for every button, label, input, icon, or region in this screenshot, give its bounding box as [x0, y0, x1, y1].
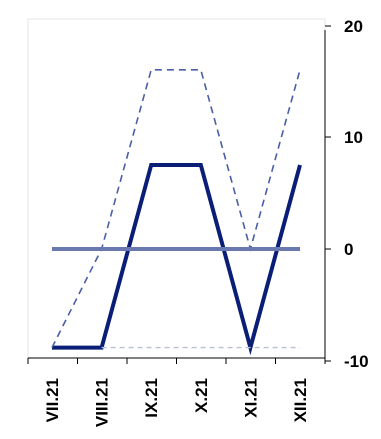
series-layer — [51, 69, 302, 356]
plot-area-border — [27, 18, 326, 359]
labels-layer: 20 10 0 -10 VII.21 VIII.21 IX.21 X.21 XI.21 XII.2… — [43, 17, 369, 427]
y-tick-label: 20 — [344, 17, 363, 36]
x-tick-label: X.21 — [192, 378, 211, 413]
x-tick-label: VIII.21 — [93, 378, 112, 427]
y-tick-label: 0 — [344, 240, 353, 259]
x-tick-label: VII.21 — [43, 378, 62, 422]
x-tick-label: XII.21 — [291, 378, 310, 422]
series-line-1 — [52, 163, 302, 356]
y-tick-label: 10 — [344, 128, 363, 147]
x-tick-label: XI.21 — [241, 378, 260, 418]
x-tick-label: IX.21 — [142, 378, 161, 418]
y-tick-label: -10 — [344, 352, 369, 371]
axes-layer — [27, 25, 331, 364]
